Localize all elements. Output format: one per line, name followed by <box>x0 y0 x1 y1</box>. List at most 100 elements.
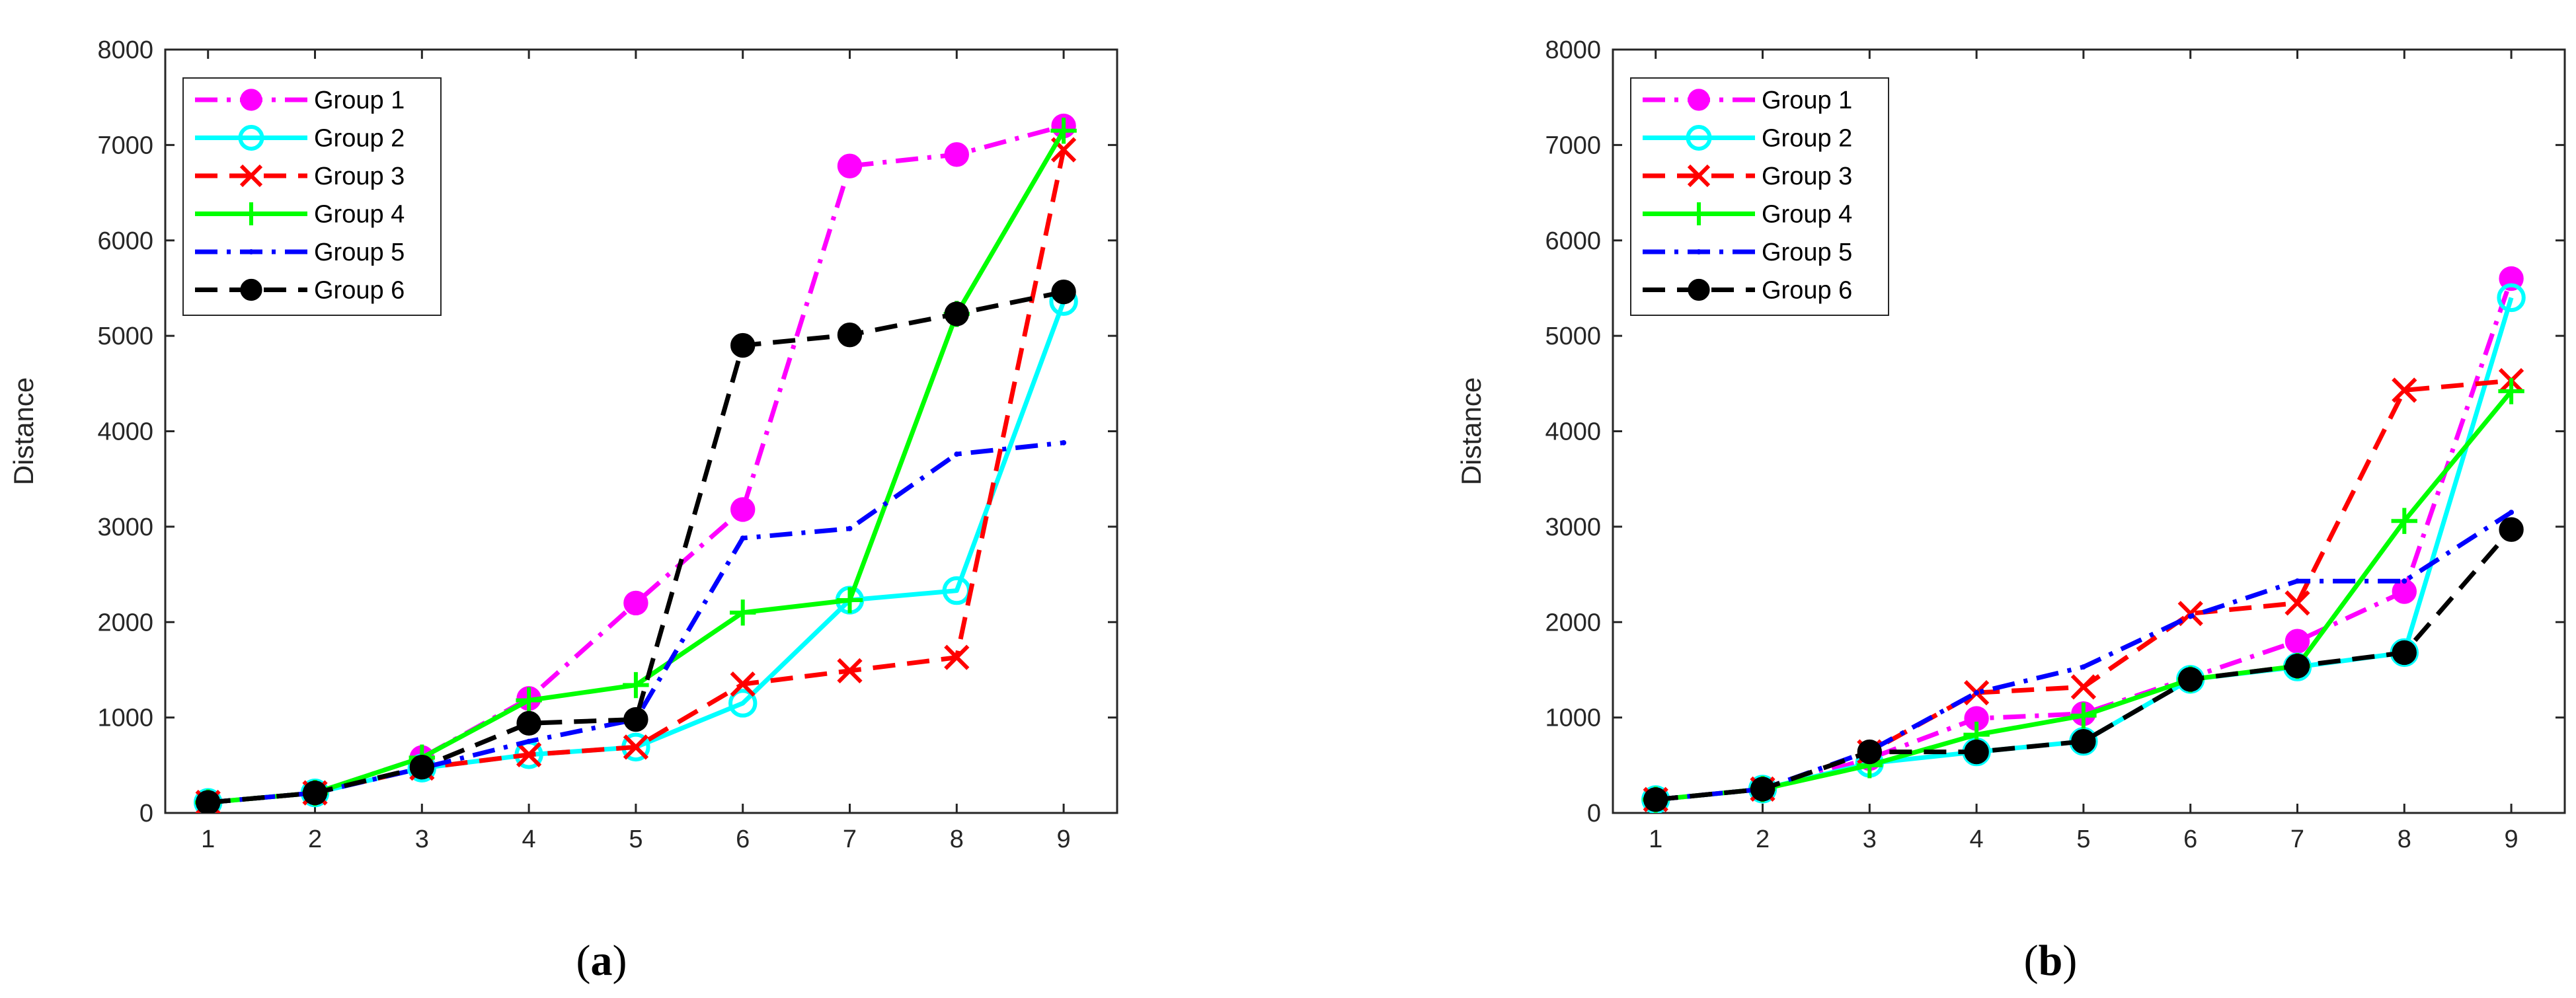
y-tick-label-a-1: 1000 <box>97 705 153 732</box>
legend-label-a-1: Group 1 <box>314 87 405 114</box>
data-point-b-3-7 <box>2284 590 2310 616</box>
legend-marker-b-3 <box>1687 164 1711 188</box>
data-point-a-6-9 <box>1051 280 1076 305</box>
panel-label-a: (a) <box>576 937 627 985</box>
legend-label-a-6: Group 6 <box>314 277 405 305</box>
data-point-a-4-9 <box>1050 117 1077 144</box>
data-point-b-3-8 <box>2392 377 2417 403</box>
y-tick-label-a-5: 5000 <box>97 323 153 350</box>
x-tick-label-b-0: 1 <box>1649 825 1662 853</box>
data-point-a-6-5 <box>623 707 648 732</box>
data-point-a-1-6 <box>730 497 756 522</box>
data-point-b-4-8 <box>2391 508 2418 534</box>
x-tick-label-a-6: 7 <box>843 825 857 853</box>
data-point-b-6-3 <box>1857 739 1882 765</box>
y-tick-label-a-7: 7000 <box>97 132 153 159</box>
data-point-a-5-4 <box>526 738 532 744</box>
legend-label-b-1: Group 1 <box>1762 87 1852 114</box>
legend-label-b-4: Group 4 <box>1762 201 1852 229</box>
data-point-a-6-4 <box>516 710 541 736</box>
y-tick-label-b-1: 1000 <box>1545 705 1601 732</box>
data-point-a-4-5 <box>623 672 649 699</box>
legend-a: Group 1 Group 2 Group 3 Group 4 Group 5 Group… <box>182 77 442 316</box>
data-point-a-3-8 <box>944 644 970 670</box>
legend-label-a-2: Group 2 <box>314 125 405 153</box>
legend-label-a-4: Group 4 <box>314 201 405 229</box>
series-line-b-6 <box>1655 527 2513 802</box>
legend-marker-a-3 <box>239 164 263 188</box>
legend-marker-a-5 <box>249 249 254 254</box>
legend-label-a-3: Group 3 <box>314 163 405 190</box>
legend-marker-b-3-stroke-2 <box>1687 164 1711 188</box>
data-point-a-4-7 <box>836 587 863 613</box>
x-tick-label-a-2: 3 <box>415 825 429 853</box>
data-point-b-6-7 <box>2284 653 2310 679</box>
y-axis-label-b: Distance <box>1456 377 1487 485</box>
data-point-b-1-9 <box>2499 266 2524 291</box>
data-point-a-3-8-stroke-2 <box>944 644 970 670</box>
legend-marker-b-2 <box>1686 125 1712 151</box>
legend-marker-a-1 <box>240 89 262 111</box>
data-point-b-3-6-stroke-2 <box>2177 601 2203 627</box>
data-point-b-1-7 <box>2284 629 2310 654</box>
data-point-a-3-7 <box>837 658 863 684</box>
legend-box-b <box>1630 77 1889 316</box>
y-tick-label-b-2: 2000 <box>1545 609 1601 636</box>
data-point-a-4-4 <box>516 687 542 714</box>
y-tick-label-b-8: 8000 <box>1545 36 1601 64</box>
x-tick-label-a-7: 8 <box>950 825 964 853</box>
legend-box-a <box>182 77 442 316</box>
data-point-b-5-4 <box>1974 690 1980 696</box>
data-point-b-5-9 <box>2509 510 2515 516</box>
data-point-a-1-8 <box>944 142 969 167</box>
x-tick-label-a-3: 4 <box>522 825 536 853</box>
series-line-a-6 <box>208 289 1064 805</box>
y-tick-label-a-0: 0 <box>139 800 153 827</box>
legend-label-b-3: Group 3 <box>1762 163 1852 190</box>
data-point-b-6-5 <box>2071 729 2096 754</box>
data-point-a-5-8 <box>954 451 960 457</box>
series-a-6 <box>196 280 1076 813</box>
x-tick-label-b-8: 9 <box>2505 825 2518 853</box>
chart-panel-b: 1 2 3 4 5 6 7 8 9 0 1000 2000 3000 4000 5000 6000 7000 80… <box>1456 36 2566 853</box>
legend-marker-b-4 <box>1687 202 1711 225</box>
data-point-a-3-4 <box>516 742 542 768</box>
x-tick-label-a-0: 1 <box>201 825 215 853</box>
x-tick-label-b-3: 4 <box>1970 825 1984 853</box>
data-point-a-3-6-stroke-2 <box>730 671 756 697</box>
data-point-b-4-9 <box>2498 378 2524 404</box>
data-point-a-6-8 <box>944 301 969 326</box>
y-tick-label-b-3: 3000 <box>1545 514 1601 541</box>
data-point-b-6-8 <box>2392 640 2417 666</box>
data-point-b-5-7 <box>2294 578 2300 584</box>
x-tick-label-a-1: 2 <box>308 825 322 853</box>
data-point-b-4-5 <box>2070 703 2097 729</box>
data-point-a-2-6 <box>728 689 758 718</box>
legend-marker-b-1 <box>1688 89 1710 111</box>
y-tick-label-a-3: 3000 <box>97 514 153 541</box>
y-tick-label-a-8: 8000 <box>97 36 153 64</box>
data-point-b-5-8 <box>2401 578 2407 584</box>
data-point-a-5-6 <box>740 535 746 541</box>
data-point-a-3-5-stroke-2 <box>623 734 649 760</box>
y-tick-label-a-4: 4000 <box>97 418 153 446</box>
chart-panel-a: 1 2 3 4 5 6 7 8 9 0 1000 2000 3000 4000 5000 6000 7000 80… <box>8 36 1118 853</box>
x-tick-label-b-5: 6 <box>2183 825 2197 853</box>
data-point-b-6-1 <box>1643 787 1668 812</box>
data-point-b-3-5 <box>2070 674 2097 700</box>
x-tick-label-a-5: 6 <box>736 825 750 853</box>
data-point-a-6-6 <box>730 332 756 358</box>
data-point-a-5-9 <box>1061 440 1067 445</box>
legend-marker-b-6 <box>1688 278 1710 301</box>
data-point-b-5-6 <box>2187 613 2193 619</box>
y-tick-label-a-2: 2000 <box>97 609 153 636</box>
y-axis-label-a: Distance <box>8 377 39 485</box>
data-point-b-3-7-stroke-2 <box>2284 590 2310 616</box>
legend-marker-b-5 <box>1696 249 1701 254</box>
panel-label-b: (b) <box>2024 937 2078 985</box>
y-tick-label-a-6: 6000 <box>97 227 153 255</box>
data-point-a-6-1 <box>196 790 221 813</box>
data-point-b-6-6 <box>2178 667 2203 692</box>
data-point-b-5-5 <box>2080 664 2086 670</box>
